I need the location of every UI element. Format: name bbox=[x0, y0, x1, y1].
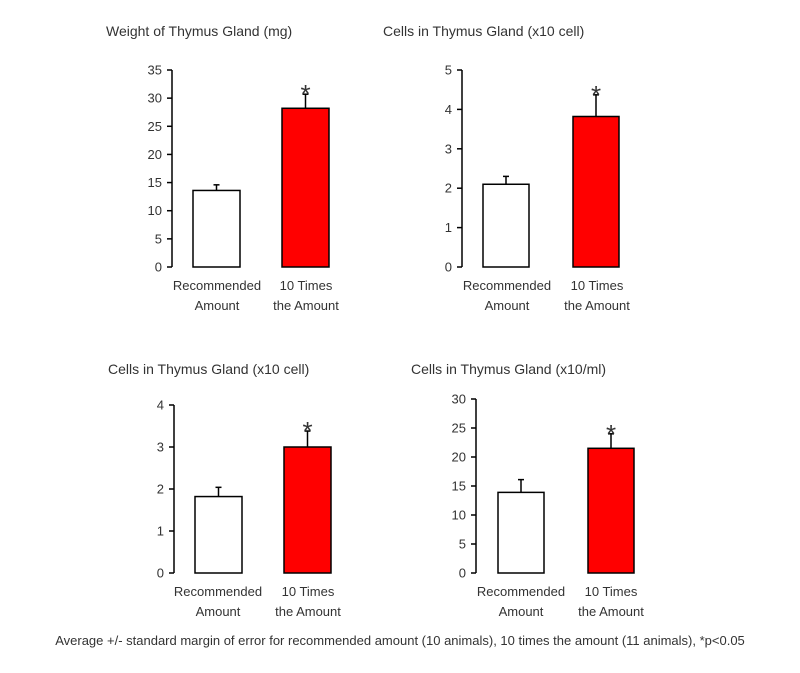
y-tick-label: 0 bbox=[155, 260, 162, 275]
bar-ten-times bbox=[587, 447, 635, 574]
chart-panel-4: Cells in Thymus Gland (x10/ml) 0 5 10 15 20 25… bbox=[411, 361, 644, 619]
significance-marker: * bbox=[606, 419, 616, 449]
y-tick-label: 10 bbox=[148, 203, 162, 218]
x-category-label: the Amount bbox=[275, 604, 341, 619]
chart-title: Cells in Thymus Gland (x10/ml) bbox=[411, 361, 606, 377]
x-category-label: Recommended bbox=[174, 584, 262, 599]
y-tick-label: 2 bbox=[445, 181, 452, 196]
bar-recommended bbox=[482, 183, 530, 268]
y-tick-label: 20 bbox=[148, 147, 162, 162]
y-tick-label: 0 bbox=[445, 260, 452, 275]
x-category-label: Amount bbox=[195, 298, 240, 313]
chart-panel-3: Cells in Thymus Gland (x10 cell) 0 1 2 3 4 Rec… bbox=[108, 361, 341, 619]
y-tick-label: 10 bbox=[452, 508, 466, 523]
bar-ten-times bbox=[283, 446, 332, 574]
y-tick-label: 25 bbox=[148, 119, 162, 134]
chart-title: Weight of Thymus Gland (mg) bbox=[106, 23, 292, 39]
significance-marker: * bbox=[591, 80, 601, 110]
x-category-label: 10 Times bbox=[585, 584, 638, 599]
x-category-label: the Amount bbox=[564, 298, 630, 313]
bar-recommended bbox=[497, 491, 545, 574]
y-tick-label: 2 bbox=[157, 482, 164, 497]
y-tick-label: 1 bbox=[445, 220, 452, 235]
x-category-label: Recommended bbox=[477, 584, 565, 599]
y-tick-label: 20 bbox=[452, 450, 466, 465]
x-category-label: 10 Times bbox=[571, 278, 624, 293]
y-tick-label: 15 bbox=[148, 175, 162, 190]
chart-title: Cells in Thymus Gland (x10 cell) bbox=[383, 23, 584, 39]
y-tick-label: 5 bbox=[459, 537, 466, 552]
x-category-label: 10 Times bbox=[280, 278, 333, 293]
bar-ten-times bbox=[281, 107, 330, 268]
x-category-label: 10 Times bbox=[282, 584, 335, 599]
chart-panel-2: Cells in Thymus Gland (x10 cell) 0 1 2 3 4 5 Re… bbox=[383, 23, 630, 313]
chart-figure: Weight of Thymus Gland (mg)0510152025303… bbox=[106, 23, 644, 619]
y-tick-label: 1 bbox=[157, 524, 164, 539]
y-tick-label: 3 bbox=[445, 141, 452, 156]
y-tick-label: 30 bbox=[148, 91, 162, 106]
x-category-label: the Amount bbox=[273, 298, 339, 313]
y-tick-label: 0 bbox=[459, 566, 466, 581]
x-category-label: the Amount bbox=[578, 604, 644, 619]
footnote: Average +/- standard margin of error for… bbox=[55, 633, 745, 648]
y-tick-label: 30 bbox=[452, 392, 466, 407]
chart-title: Cells in Thymus Gland (x10 cell) bbox=[108, 361, 309, 377]
y-tick-label: 4 bbox=[445, 102, 452, 117]
significance-marker: * bbox=[302, 416, 312, 446]
y-tick-label: 15 bbox=[452, 479, 466, 494]
y-tick-label: 3 bbox=[157, 440, 164, 455]
x-category-label: Recommended bbox=[463, 278, 551, 293]
bar-ten-times bbox=[572, 115, 620, 268]
y-tick-label: 5 bbox=[155, 231, 162, 246]
bar-recommended bbox=[192, 189, 241, 268]
y-tick-label: 4 bbox=[157, 398, 164, 413]
x-category-label: Amount bbox=[485, 298, 530, 313]
y-tick-label: 0 bbox=[157, 566, 164, 581]
y-tick-label: 5 bbox=[445, 63, 452, 78]
chart-panel-1: Weight of Thymus Gland (mg) 0 5 10 15 20 25 30 3… bbox=[106, 23, 339, 313]
y-tick-label: 35 bbox=[148, 63, 162, 78]
x-category-label: Recommended bbox=[173, 278, 261, 293]
significance-marker: * bbox=[300, 79, 310, 109]
bar-recommended bbox=[194, 495, 243, 574]
y-tick-label: 25 bbox=[452, 421, 466, 436]
x-category-label: Amount bbox=[196, 604, 241, 619]
x-category-label: Amount bbox=[499, 604, 544, 619]
